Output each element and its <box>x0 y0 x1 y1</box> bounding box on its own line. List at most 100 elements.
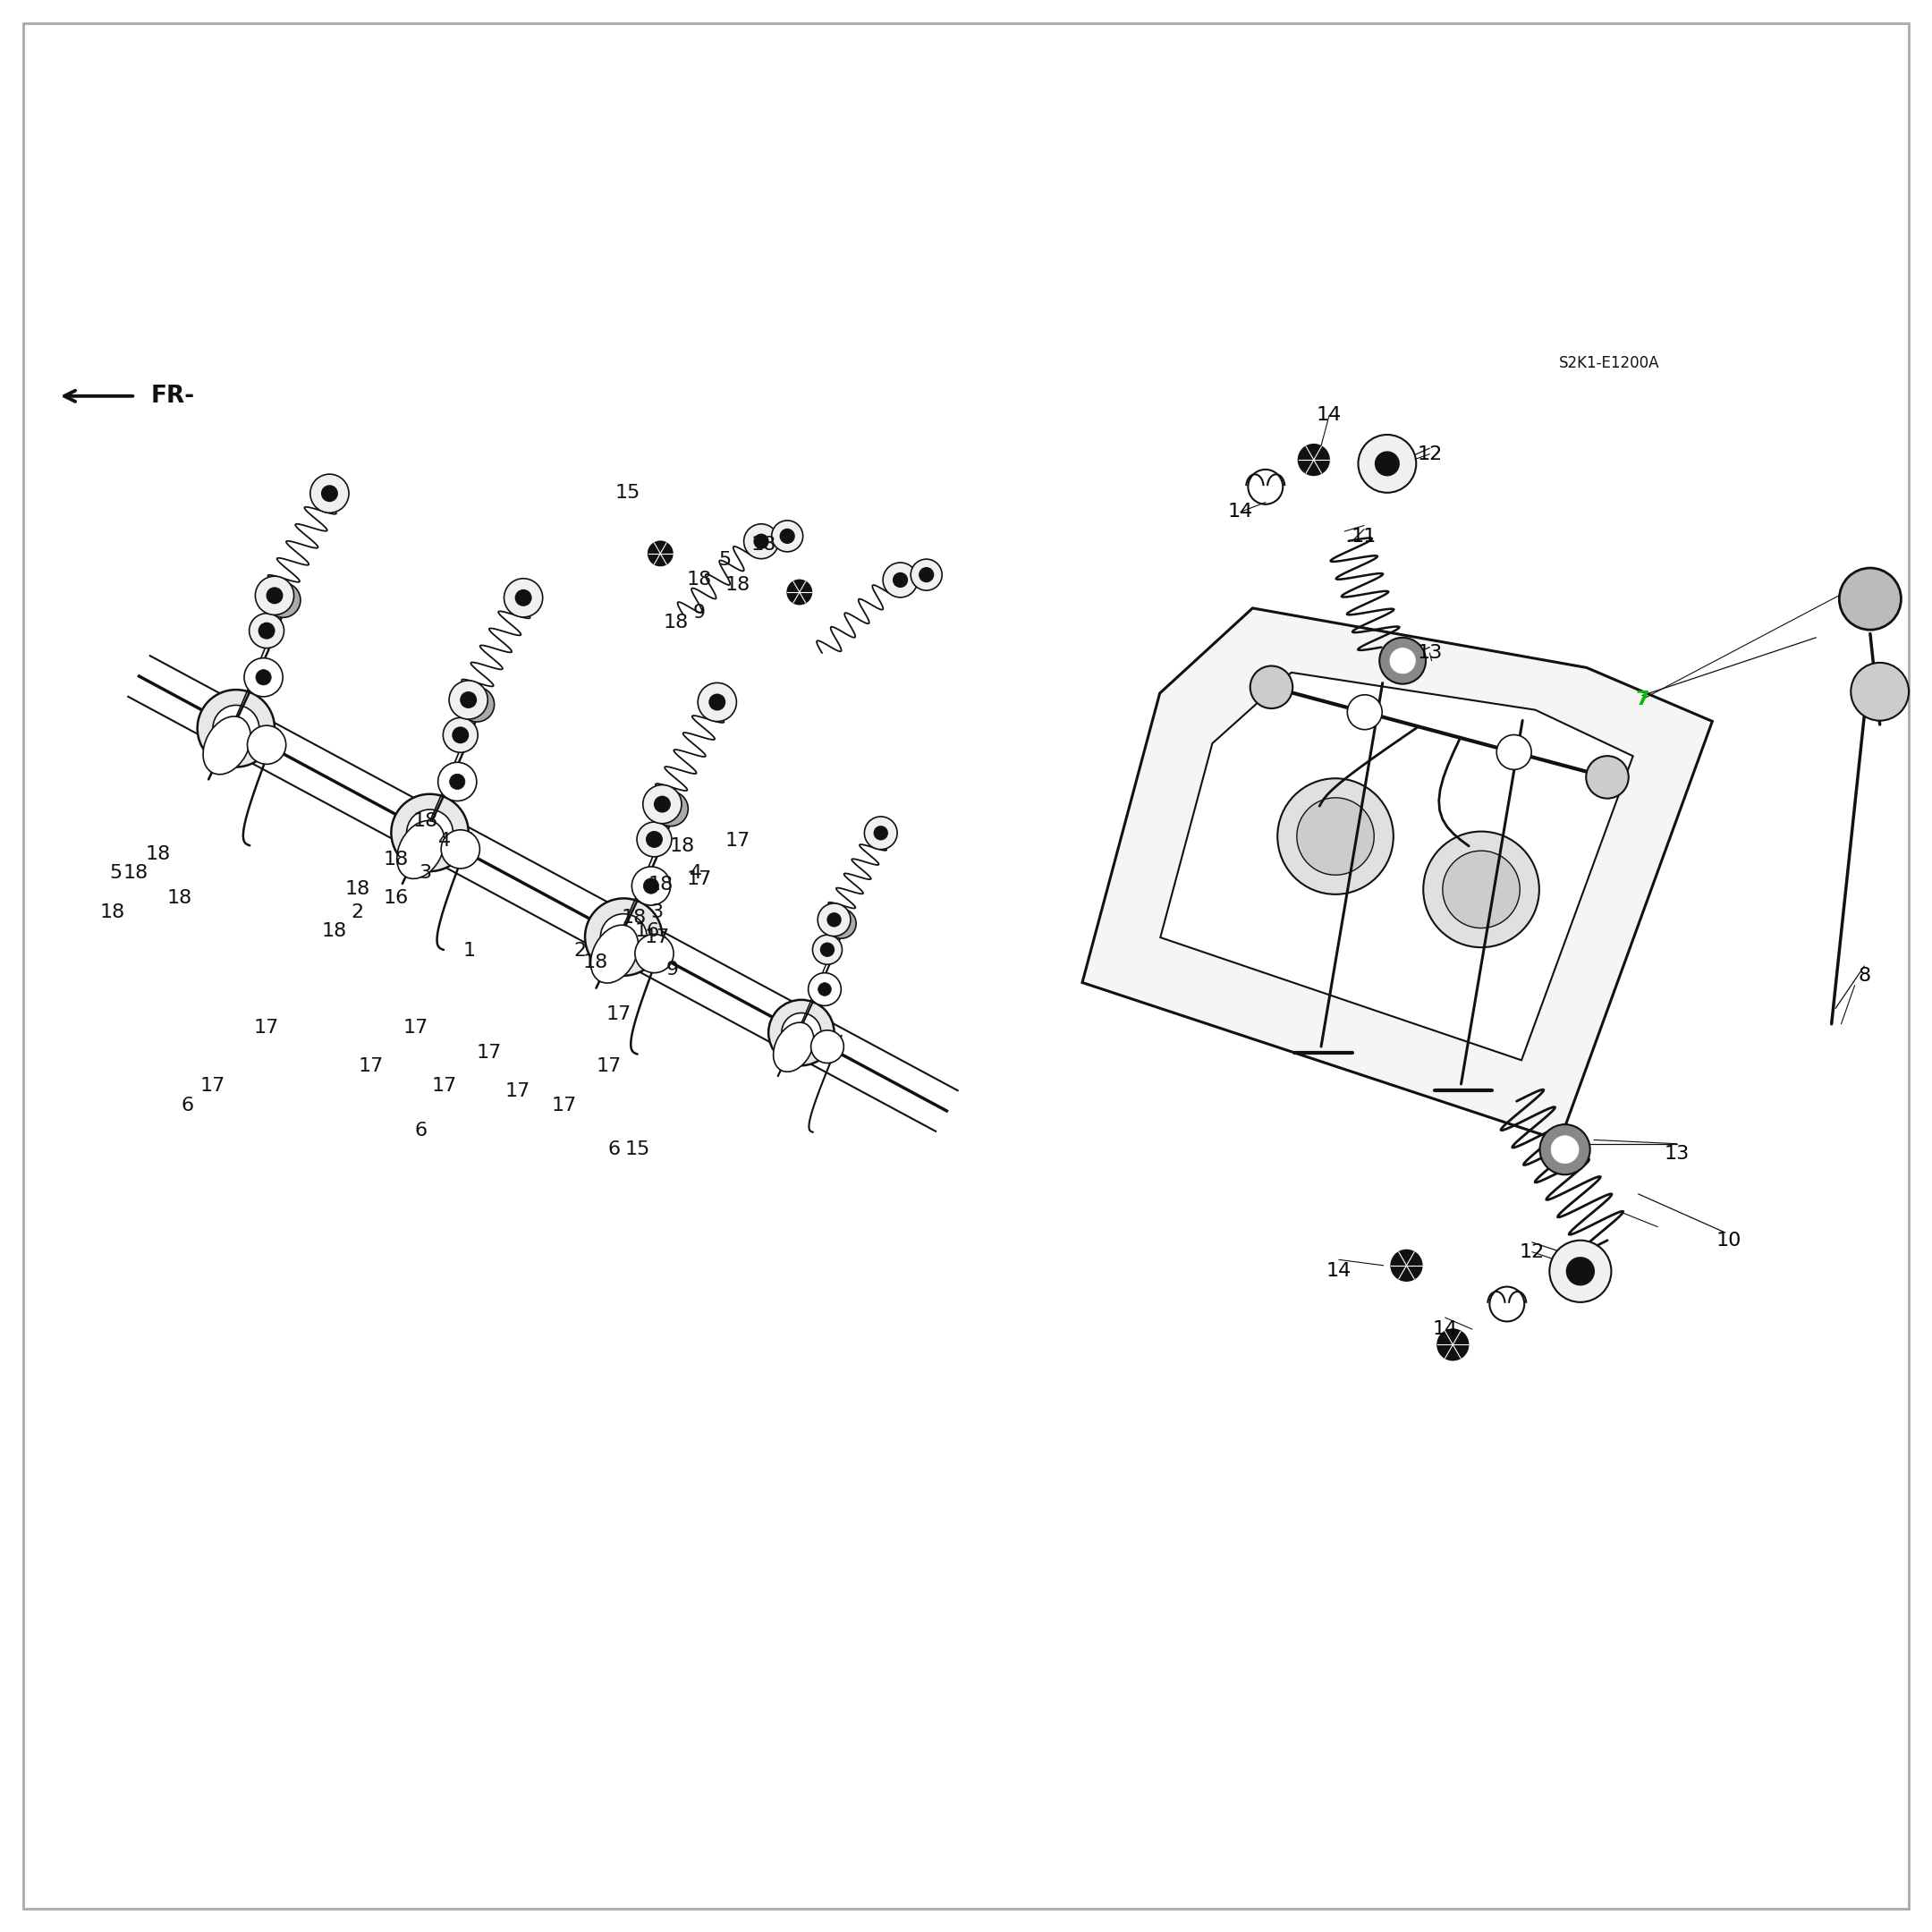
Text: 18: 18 <box>122 864 149 883</box>
Circle shape <box>649 541 672 566</box>
Text: 14: 14 <box>1227 502 1254 522</box>
Circle shape <box>1296 798 1374 875</box>
Text: S2K1-E1200A: S2K1-E1200A <box>1559 355 1660 371</box>
Text: 18: 18 <box>582 952 609 972</box>
Circle shape <box>601 914 647 960</box>
Text: 9: 9 <box>694 603 705 622</box>
Circle shape <box>632 867 670 906</box>
Text: 15: 15 <box>614 483 641 502</box>
Circle shape <box>1540 1124 1590 1175</box>
Circle shape <box>406 810 452 856</box>
Text: 12: 12 <box>1519 1242 1546 1262</box>
Circle shape <box>516 589 531 605</box>
Circle shape <box>1250 667 1293 709</box>
Circle shape <box>1358 435 1416 493</box>
Circle shape <box>255 670 270 686</box>
Text: 3: 3 <box>419 864 431 883</box>
Circle shape <box>771 520 804 553</box>
Circle shape <box>247 726 286 765</box>
Text: 1: 1 <box>464 941 475 960</box>
Circle shape <box>920 568 933 582</box>
Circle shape <box>638 821 672 856</box>
Circle shape <box>1497 734 1532 769</box>
Circle shape <box>311 473 350 512</box>
Text: 18: 18 <box>412 811 439 831</box>
Text: 17: 17 <box>724 831 752 850</box>
Circle shape <box>643 784 682 823</box>
Circle shape <box>1586 755 1629 798</box>
Circle shape <box>1443 850 1520 927</box>
Text: 5: 5 <box>110 864 122 883</box>
Circle shape <box>653 792 688 827</box>
Circle shape <box>808 974 840 1007</box>
Text: 18: 18 <box>620 908 647 927</box>
Text: 6: 6 <box>609 1140 620 1159</box>
Circle shape <box>1549 1240 1611 1302</box>
Text: 14: 14 <box>1316 406 1343 425</box>
Circle shape <box>1389 647 1416 674</box>
Circle shape <box>267 587 282 603</box>
Text: 13: 13 <box>1663 1144 1690 1163</box>
Text: 18: 18 <box>166 889 193 908</box>
Text: 17: 17 <box>595 1057 622 1076</box>
Circle shape <box>213 705 259 752</box>
Circle shape <box>1424 831 1540 947</box>
Circle shape <box>709 694 724 709</box>
Circle shape <box>782 1012 821 1053</box>
Circle shape <box>504 578 543 616</box>
Text: 17: 17 <box>551 1095 578 1115</box>
Circle shape <box>323 485 338 500</box>
Text: 14: 14 <box>1325 1262 1352 1281</box>
Circle shape <box>1376 452 1399 475</box>
Text: 17: 17 <box>431 1076 458 1095</box>
Circle shape <box>197 690 274 767</box>
Circle shape <box>883 562 918 597</box>
Ellipse shape <box>591 925 638 983</box>
Circle shape <box>811 1030 844 1063</box>
Circle shape <box>827 908 856 939</box>
Text: 4: 4 <box>690 864 701 883</box>
Circle shape <box>1347 696 1381 730</box>
Circle shape <box>1567 1258 1594 1285</box>
Circle shape <box>1437 1329 1468 1360</box>
Text: 10: 10 <box>1716 1231 1743 1250</box>
Text: 6: 6 <box>415 1121 427 1140</box>
Circle shape <box>636 935 674 974</box>
Text: 17: 17 <box>475 1043 502 1063</box>
Text: 18: 18 <box>321 922 348 941</box>
Text: 6: 6 <box>182 1095 193 1115</box>
Text: 18: 18 <box>724 576 752 595</box>
Circle shape <box>827 914 840 925</box>
Text: 4: 4 <box>439 831 450 850</box>
Circle shape <box>788 580 811 605</box>
Circle shape <box>460 692 475 707</box>
Circle shape <box>697 682 736 721</box>
Circle shape <box>655 796 670 811</box>
Circle shape <box>259 622 274 638</box>
Ellipse shape <box>773 1022 813 1072</box>
Text: 18: 18 <box>663 612 690 632</box>
Text: 18: 18 <box>686 570 713 589</box>
Text: 17: 17 <box>686 869 713 889</box>
Text: 17: 17 <box>504 1082 531 1101</box>
Circle shape <box>1391 1250 1422 1281</box>
Circle shape <box>744 524 779 558</box>
Circle shape <box>875 827 887 840</box>
Text: 7: 7 <box>1634 690 1650 709</box>
Circle shape <box>753 535 769 549</box>
Text: 11: 11 <box>1350 527 1378 547</box>
Circle shape <box>249 612 284 647</box>
Circle shape <box>1298 444 1329 475</box>
Circle shape <box>781 529 794 543</box>
Circle shape <box>585 898 663 976</box>
Text: 8: 8 <box>1859 966 1870 985</box>
Text: 17: 17 <box>199 1076 226 1095</box>
Text: 18: 18 <box>750 535 777 554</box>
Circle shape <box>864 817 896 850</box>
Text: 18: 18 <box>668 837 696 856</box>
Circle shape <box>390 794 468 871</box>
Circle shape <box>1551 1136 1578 1163</box>
Circle shape <box>460 688 495 723</box>
Text: 13: 13 <box>1416 643 1443 663</box>
Circle shape <box>647 831 663 846</box>
